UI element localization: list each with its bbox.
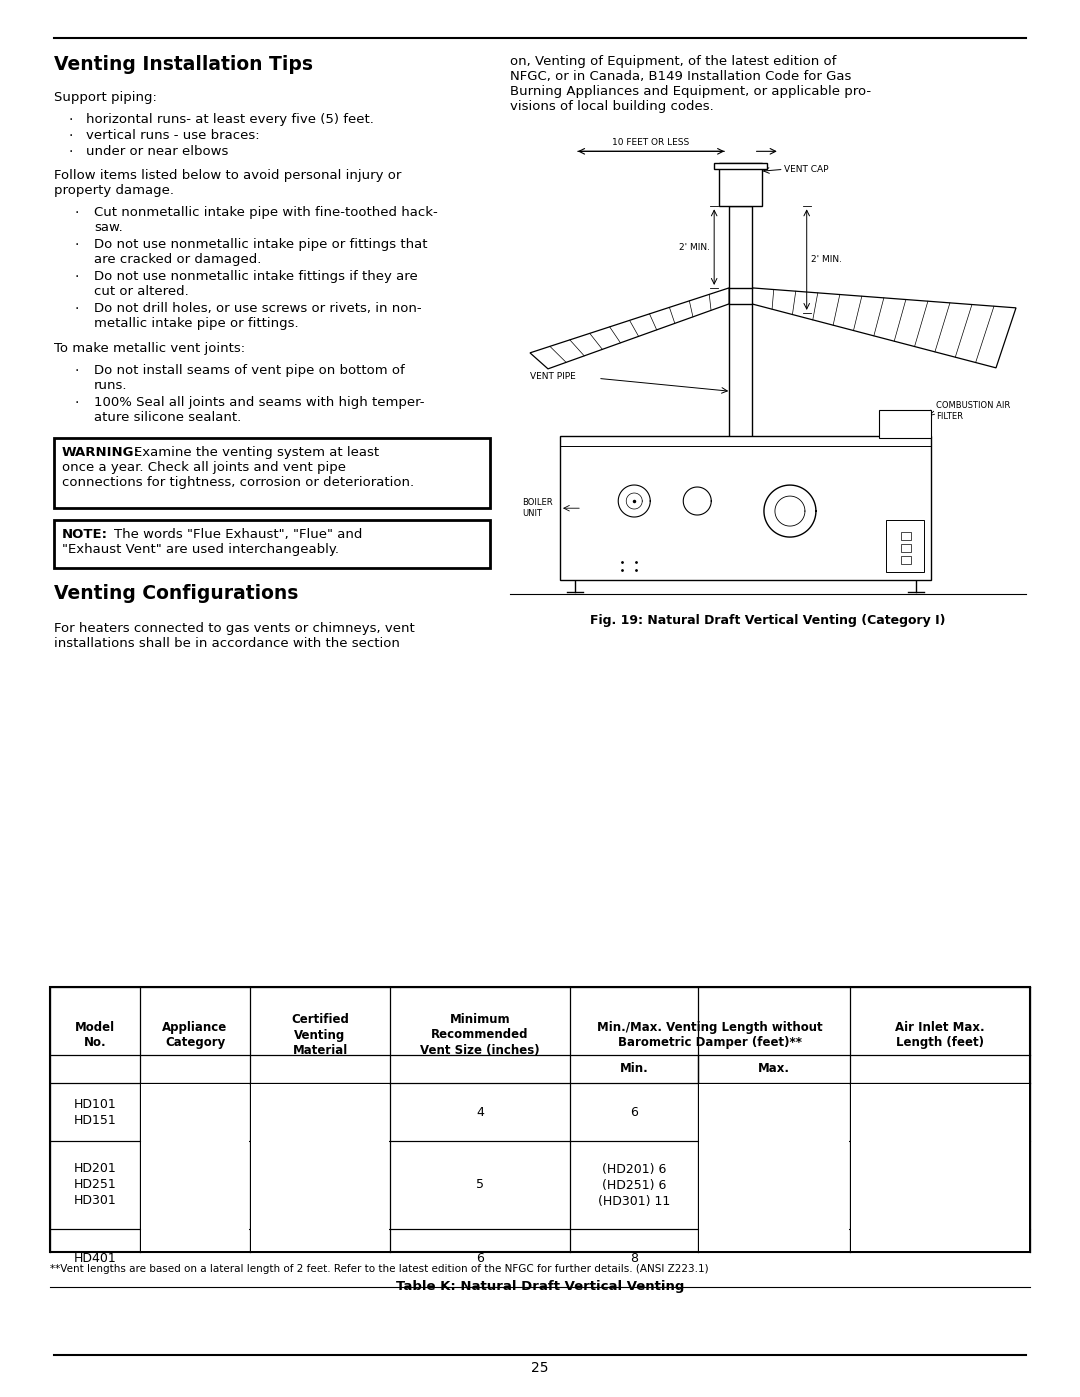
Text: Do not install seams of vent pipe on bottom of: Do not install seams of vent pipe on bot…: [94, 365, 405, 377]
Text: Do not use nonmetallic intake pipe or fittings that: Do not use nonmetallic intake pipe or fi…: [94, 237, 428, 251]
Text: WARNING:: WARNING:: [62, 446, 140, 460]
Text: COMBUSTION AIR
FILTER: COMBUSTION AIR FILTER: [935, 401, 1010, 422]
Bar: [879, 411, 931, 439]
Text: Max.: Max.: [758, 1063, 789, 1076]
Bar: [901, 532, 910, 541]
Text: ·: ·: [75, 237, 79, 251]
Text: Minimum
Recommended
Vent Size (inches): Minimum Recommended Vent Size (inches): [420, 1013, 540, 1058]
Text: HD201
HD251
HD301: HD201 HD251 HD301: [73, 1162, 117, 1207]
Text: property damage.: property damage.: [54, 184, 174, 197]
Text: Certified
Venting
Material: Certified Venting Material: [292, 1013, 349, 1058]
Text: 5: 5: [476, 1179, 484, 1192]
Text: Table K: Natural Draft Vertical Venting: Table K: Natural Draft Vertical Venting: [395, 1280, 685, 1294]
Bar: [901, 543, 910, 552]
Bar: [251, 1084, 389, 1250]
Text: Fig. 19: Natural Draft Vertical Venting (Category I): Fig. 19: Natural Draft Vertical Venting …: [591, 615, 946, 627]
Bar: [714, 163, 767, 169]
Text: Air Inlet Max.
Length (feet): Air Inlet Max. Length (feet): [895, 1021, 985, 1049]
Text: visions of local building codes.: visions of local building codes.: [510, 101, 714, 113]
Text: 6: 6: [630, 1105, 638, 1119]
Text: ·: ·: [75, 302, 79, 316]
Text: Do not use nonmetallic intake fittings if they are: Do not use nonmetallic intake fittings i…: [94, 270, 418, 284]
Text: ·: ·: [68, 113, 72, 127]
Text: HD401: HD401: [73, 1252, 117, 1264]
Text: HD101
HD151: HD101 HD151: [73, 1098, 117, 1126]
Text: 100: 100: [928, 1179, 951, 1192]
Text: BOILER
UNIT: BOILER UNIT: [522, 499, 553, 518]
Text: Venting Installation Tips: Venting Installation Tips: [54, 54, 313, 74]
Text: saw.: saw.: [94, 221, 123, 235]
Text: vertical runs - use braces:: vertical runs - use braces:: [86, 129, 259, 142]
Text: Burning Appliances and Equipment, or applicable pro-: Burning Appliances and Equipment, or app…: [510, 85, 872, 98]
Bar: [886, 520, 923, 571]
Text: Do not drill holes, or use screws or rivets, in non-: Do not drill holes, or use screws or riv…: [94, 302, 421, 314]
Text: 6: 6: [476, 1252, 484, 1264]
Text: I: I: [193, 1179, 197, 1192]
Text: Min./Max. Venting Length without
Barometric Damper (feet)**: Min./Max. Venting Length without Baromet…: [597, 1021, 823, 1049]
Text: cut or altered.: cut or altered.: [94, 285, 189, 298]
Text: Model
No.: Model No.: [75, 1021, 116, 1049]
Text: connections for tightness, corrosion or deterioration.: connections for tightness, corrosion or …: [62, 476, 414, 489]
Text: metallic intake pipe or fittings.: metallic intake pipe or fittings.: [94, 317, 299, 330]
Text: ·: ·: [75, 365, 79, 379]
Bar: [141, 1084, 249, 1250]
Text: ·: ·: [75, 395, 79, 409]
Polygon shape: [752, 288, 1016, 367]
Text: Examine the venting system at least: Examine the venting system at least: [134, 446, 379, 460]
Text: To make metallic vent joints:: To make metallic vent joints:: [54, 342, 245, 355]
Text: ·: ·: [68, 145, 72, 159]
Text: 10 FEET OR LESS: 10 FEET OR LESS: [612, 138, 690, 147]
Polygon shape: [530, 288, 729, 369]
Text: runs.: runs.: [94, 379, 127, 393]
Bar: [561, 436, 931, 580]
Text: ·: ·: [68, 129, 72, 142]
Text: **Vent lengths are based on a lateral length of 2 feet. Refer to the latest edit: **Vent lengths are based on a lateral le…: [50, 1264, 708, 1274]
Bar: [699, 1084, 849, 1250]
Text: (HD201) 6
(HD251) 6
(HD301) 11: (HD201) 6 (HD251) 6 (HD301) 11: [598, 1162, 670, 1207]
Text: Min.: Min.: [620, 1063, 648, 1076]
Text: installations shall be in accordance with the section: installations shall be in accordance wit…: [54, 637, 400, 650]
Text: Cut nonmetallic intake pipe with fine-toothed hack-: Cut nonmetallic intake pipe with fine-to…: [94, 205, 437, 219]
Text: 2' MIN.: 2' MIN.: [811, 256, 841, 264]
Text: once a year. Check all joints and vent pipe: once a year. Check all joints and vent p…: [62, 461, 346, 474]
Text: 8: 8: [630, 1252, 638, 1264]
Bar: [901, 556, 910, 564]
Text: Support piping:: Support piping:: [54, 91, 157, 103]
Text: Venting Configurations: Venting Configurations: [54, 584, 298, 604]
Text: ·: ·: [75, 270, 79, 284]
Text: For heaters connected to gas vents or chimneys, vent: For heaters connected to gas vents or ch…: [54, 622, 415, 636]
Text: 25: 25: [766, 1179, 782, 1192]
Text: VENT PIPE: VENT PIPE: [530, 372, 576, 381]
Text: "Exhaust Vent" are used interchangeably.: "Exhaust Vent" are used interchangeably.: [62, 543, 339, 556]
Text: 4: 4: [476, 1105, 484, 1119]
Text: ·: ·: [75, 205, 79, 219]
Text: are cracked or damaged.: are cracked or damaged.: [94, 253, 261, 265]
Text: NOTE:: NOTE:: [62, 528, 108, 541]
Text: ature silicone sealant.: ature silicone sealant.: [94, 411, 241, 425]
Bar: [50, 988, 1030, 1252]
Bar: [851, 1084, 1029, 1250]
Text: under or near elbows: under or near elbows: [86, 145, 228, 158]
Text: Type B or
Equivalent: Type B or Equivalent: [287, 1171, 353, 1200]
Text: on, Venting of Equipment, of the latest edition of: on, Venting of Equipment, of the latest …: [510, 54, 836, 68]
Bar: [54, 520, 490, 569]
Text: horizontal runs- at least every five (5) feet.: horizontal runs- at least every five (5)…: [86, 113, 374, 126]
Bar: [729, 207, 752, 560]
Text: 25: 25: [531, 1361, 549, 1375]
Bar: [719, 163, 761, 207]
Text: Follow items listed below to avoid personal injury or: Follow items listed below to avoid perso…: [54, 169, 402, 182]
Text: Appliance
Category: Appliance Category: [162, 1021, 228, 1049]
Text: 100% Seal all joints and seams with high temper-: 100% Seal all joints and seams with high…: [94, 395, 424, 409]
Text: NFGC, or in Canada, B149 Installation Code for Gas: NFGC, or in Canada, B149 Installation Co…: [510, 70, 851, 82]
Text: VENT CAP: VENT CAP: [784, 165, 828, 175]
Text: 2' MIN.: 2' MIN.: [679, 243, 711, 251]
Text: The words "Flue Exhaust", "Flue" and: The words "Flue Exhaust", "Flue" and: [114, 528, 363, 541]
Bar: [54, 439, 490, 509]
